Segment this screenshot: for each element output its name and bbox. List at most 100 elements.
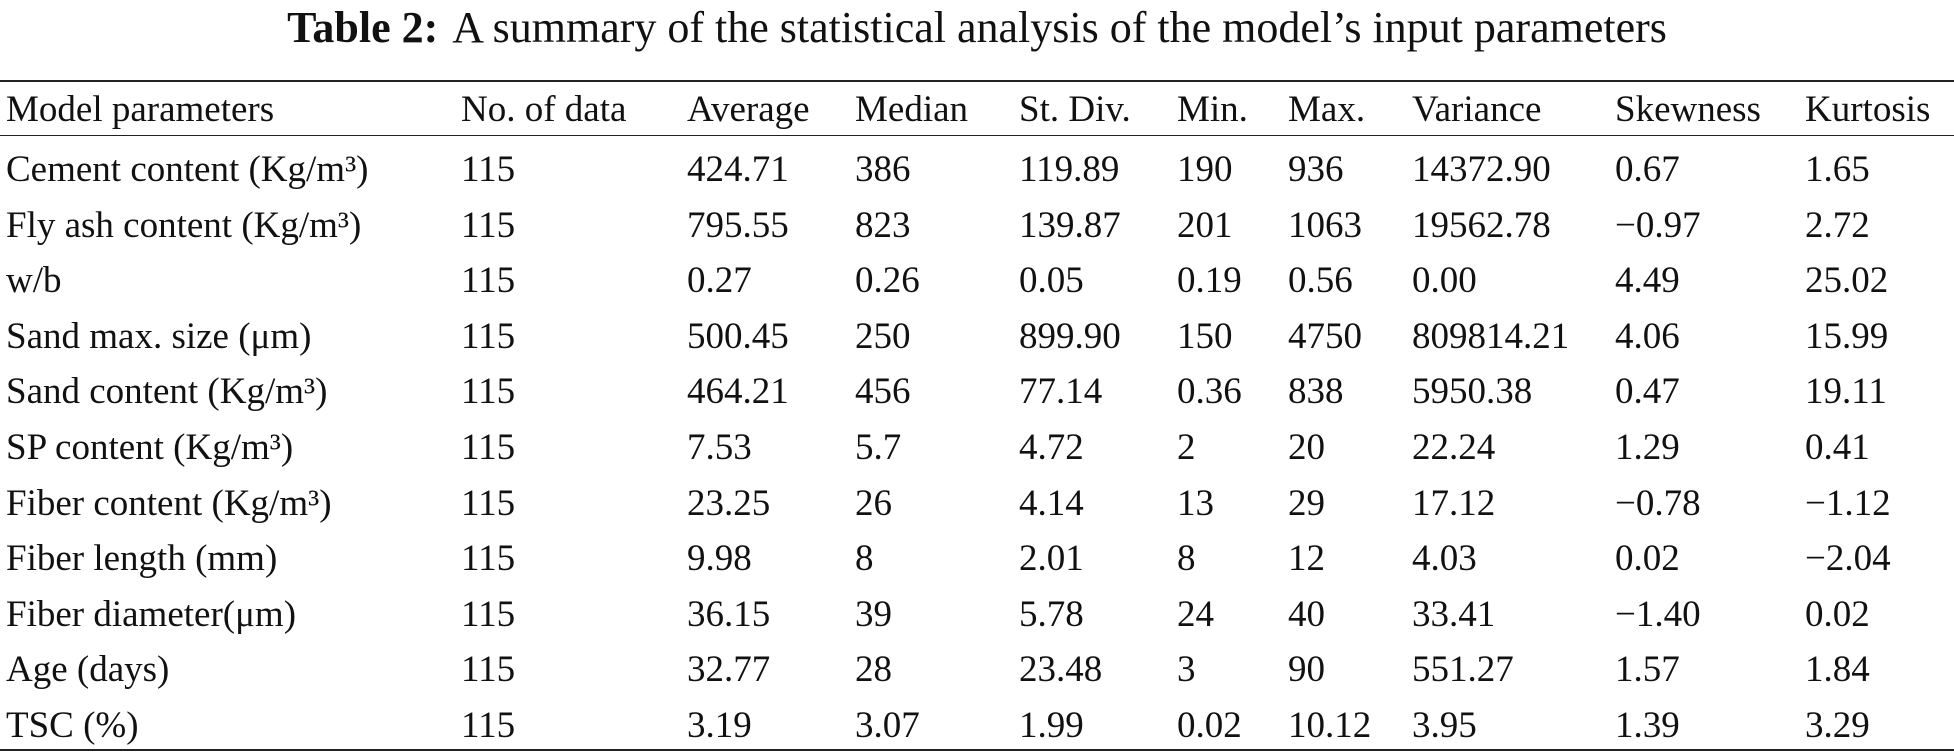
header-cell: Max. bbox=[1288, 89, 1366, 130]
data-cell: 823 bbox=[855, 204, 911, 246]
data-cell: 4.03 bbox=[1412, 538, 1477, 580]
data-cell: 190 bbox=[1177, 149, 1233, 190]
data-cell: 13 bbox=[1177, 482, 1214, 524]
data-cell: 77.14 bbox=[1019, 371, 1103, 413]
data-cell: 14372.90 bbox=[1412, 149, 1551, 190]
data-cell: 17.12 bbox=[1412, 482, 1496, 524]
data-cell: 0.36 bbox=[1177, 371, 1242, 413]
data-cell: 464.21 bbox=[687, 371, 789, 413]
data-cell: 0.00 bbox=[1412, 260, 1477, 302]
table-caption: Table 2: A summary of the statistical ana… bbox=[0, 4, 1954, 52]
row-label: SP content (Kg/m³) bbox=[6, 427, 294, 468]
data-cell: 115 bbox=[461, 538, 516, 580]
data-cell: 115 bbox=[461, 371, 516, 413]
data-cell: 1063 bbox=[1288, 204, 1362, 246]
data-cell: 7.53 bbox=[687, 427, 752, 468]
data-cell: 3.95 bbox=[1412, 705, 1477, 746]
data-cell: 0.02 bbox=[1177, 705, 1242, 746]
data-cell: 899.90 bbox=[1019, 315, 1121, 357]
row-label: Cement content (Kg/m³) bbox=[6, 149, 369, 190]
data-cell: 0.02 bbox=[1805, 593, 1870, 635]
header-cell: Average bbox=[687, 89, 810, 130]
row-label: Sand content (Kg/m³) bbox=[6, 371, 328, 413]
data-cell: 150 bbox=[1177, 315, 1233, 357]
bottom-rule bbox=[0, 749, 1954, 751]
data-cell: 838 bbox=[1288, 371, 1344, 413]
caption-label: Table 2: bbox=[287, 3, 439, 52]
data-cell: 9.98 bbox=[687, 538, 752, 580]
row-label: Fiber length (mm) bbox=[6, 538, 278, 580]
header-cell: Model parameters bbox=[6, 89, 275, 130]
data-cell: 19.11 bbox=[1805, 371, 1887, 413]
data-cell: 5.7 bbox=[855, 427, 902, 468]
data-cell: 0.41 bbox=[1805, 427, 1870, 468]
data-cell: −1.40 bbox=[1615, 593, 1701, 635]
data-cell: 139.87 bbox=[1019, 204, 1121, 246]
row-label: Fly ash content (Kg/m³) bbox=[6, 204, 362, 246]
data-cell: 12 bbox=[1288, 538, 1325, 580]
data-cell: 500.45 bbox=[687, 315, 789, 357]
data-cell: 0.02 bbox=[1615, 538, 1680, 580]
data-cell: −0.97 bbox=[1615, 204, 1701, 246]
data-cell: 22.24 bbox=[1412, 427, 1496, 468]
data-cell: 119.89 bbox=[1019, 149, 1120, 190]
data-cell: 424.71 bbox=[687, 149, 789, 190]
header-cell: Median bbox=[855, 89, 969, 130]
data-cell: 8 bbox=[1177, 538, 1196, 580]
data-cell: 115 bbox=[461, 260, 516, 302]
header-cell: Variance bbox=[1412, 89, 1542, 130]
data-cell: 32.77 bbox=[687, 649, 771, 691]
row-label: Sand max. size (μm) bbox=[6, 315, 312, 357]
data-cell: −2.04 bbox=[1805, 538, 1891, 580]
header-cell: St. Div. bbox=[1019, 89, 1131, 130]
data-cell: −0.78 bbox=[1615, 482, 1701, 524]
header-rule bbox=[0, 135, 1954, 136]
data-cell: 250 bbox=[855, 315, 911, 357]
data-cell: 0.27 bbox=[687, 260, 752, 302]
row-label: Fiber content (Kg/m³) bbox=[6, 482, 332, 524]
data-cell: 3.07 bbox=[855, 705, 920, 746]
data-cell: 795.55 bbox=[687, 204, 789, 246]
data-cell: 115 bbox=[461, 315, 516, 357]
data-cell: 115 bbox=[461, 705, 516, 746]
data-cell: 3 bbox=[1177, 649, 1196, 691]
data-cell: 0.05 bbox=[1019, 260, 1084, 302]
data-cell: −1.12 bbox=[1805, 482, 1891, 524]
row-label: TSC (%) bbox=[6, 705, 139, 746]
data-cell: 2.01 bbox=[1019, 538, 1084, 580]
data-cell: 90 bbox=[1288, 649, 1325, 691]
data-cell: 4.06 bbox=[1615, 315, 1680, 357]
data-cell: 23.25 bbox=[687, 482, 771, 524]
data-cell: 20 bbox=[1288, 427, 1325, 468]
data-cell: 0.56 bbox=[1288, 260, 1353, 302]
data-cell: 201 bbox=[1177, 204, 1233, 246]
data-cell: 0.26 bbox=[855, 260, 920, 302]
data-cell: 1.65 bbox=[1805, 149, 1870, 190]
data-cell: 2 bbox=[1177, 427, 1196, 468]
data-cell: 28 bbox=[855, 649, 892, 691]
data-cell: 1.57 bbox=[1615, 649, 1680, 691]
data-cell: 4.72 bbox=[1019, 427, 1084, 468]
data-cell: 36.15 bbox=[687, 593, 771, 635]
data-cell: 10.12 bbox=[1288, 705, 1372, 746]
data-cell: 551.27 bbox=[1412, 649, 1514, 691]
data-cell: 1.39 bbox=[1615, 705, 1680, 746]
data-cell: 39 bbox=[855, 593, 892, 635]
data-cell: 115 bbox=[461, 427, 516, 468]
data-cell: 2.72 bbox=[1805, 204, 1870, 246]
row-label: w/b bbox=[6, 260, 62, 302]
data-cell: 115 bbox=[461, 593, 516, 635]
row-label: Fiber diameter(μm) bbox=[6, 593, 297, 635]
data-cell: 1.29 bbox=[1615, 427, 1680, 468]
data-cell: 29 bbox=[1288, 482, 1325, 524]
data-cell: 386 bbox=[855, 149, 911, 190]
header-cell: No. of data bbox=[461, 89, 627, 130]
data-cell: 3.19 bbox=[687, 705, 752, 746]
caption-text: A summary of the statistical analysis of… bbox=[452, 3, 1667, 52]
data-cell: 1.84 bbox=[1805, 649, 1870, 691]
data-cell: 19562.78 bbox=[1412, 204, 1551, 246]
data-cell: 23.48 bbox=[1019, 649, 1103, 691]
data-cell: 115 bbox=[461, 482, 516, 524]
data-cell: 1.99 bbox=[1019, 705, 1084, 746]
